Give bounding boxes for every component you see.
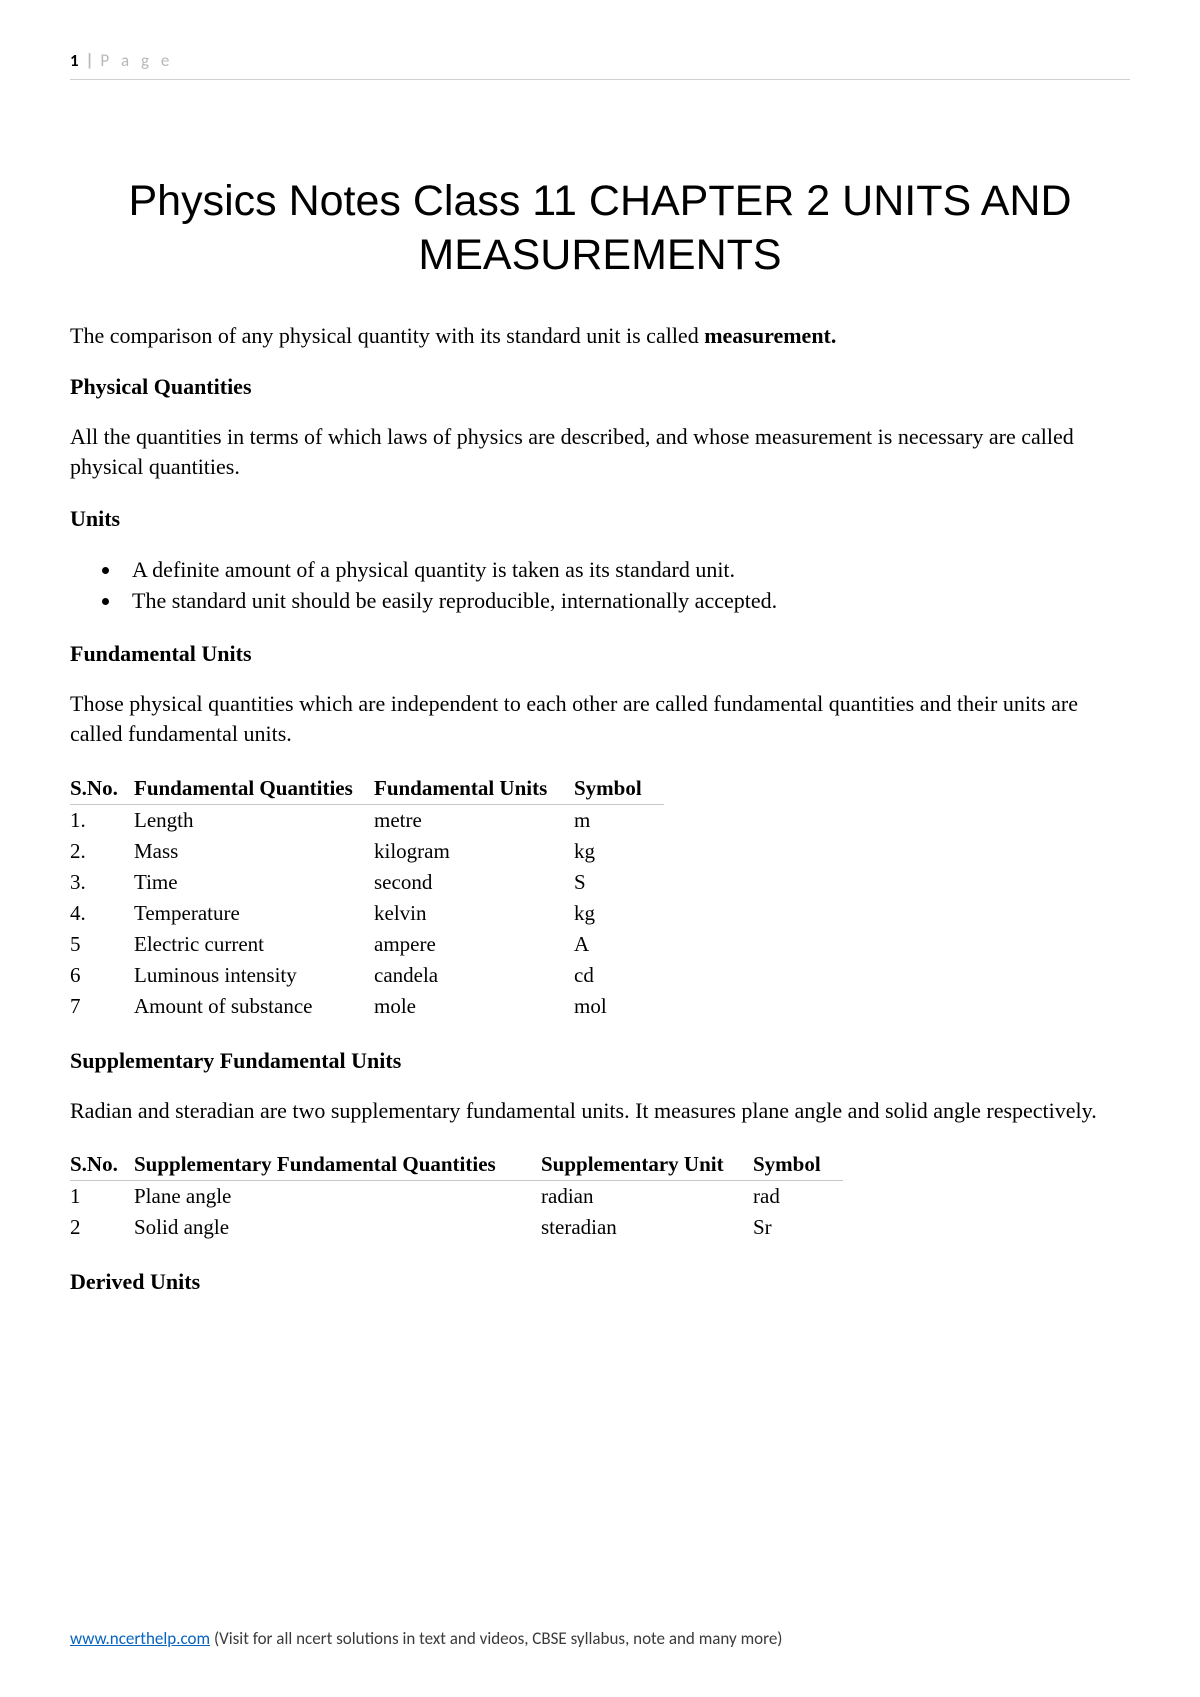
table-cell: second <box>374 867 574 898</box>
table-cell: radian <box>541 1181 753 1213</box>
fundamental-units-table: S.No. Fundamental Quantities Fundamental… <box>70 773 664 1022</box>
table-cell: A <box>574 929 664 960</box>
heading-physical-quantities: Physical Quantities <box>70 374 1130 400</box>
intro-text: The comparison of any physical quantity … <box>70 323 704 348</box>
table-cell: 7 <box>70 991 134 1022</box>
t2-col-2: Supplementary Unit <box>541 1149 753 1181</box>
t1-col-0: S.No. <box>70 773 134 805</box>
heading-derived-units: Derived Units <box>70 1269 1130 1295</box>
table-cell: kelvin <box>374 898 574 929</box>
table-cell: Plane angle <box>134 1181 541 1213</box>
table-cell: kg <box>574 836 664 867</box>
table-row: 4.Temperaturekelvinkg <box>70 898 664 929</box>
table-cell: m <box>574 804 664 836</box>
table-header-row: S.No. Supplementary Fundamental Quantiti… <box>70 1149 843 1181</box>
table-cell: Electric current <box>134 929 374 960</box>
table-cell: Time <box>134 867 374 898</box>
table-cell: 1 <box>70 1181 134 1213</box>
footer-tail: (Visit for all ncert solutions in text a… <box>210 1628 782 1649</box>
table-cell: Length <box>134 804 374 836</box>
heading-units: Units <box>70 506 1130 532</box>
t1-col-3: Symbol <box>574 773 664 805</box>
table-cell: Solid angle <box>134 1212 541 1243</box>
table-cell: mol <box>574 991 664 1022</box>
body-supplementary: Radian and steradian are two supplementa… <box>70 1096 1130 1126</box>
table-cell: kg <box>574 898 664 929</box>
table-row: 1.Lengthmetrem <box>70 804 664 836</box>
body-fundamental-units: Those physical quantities which are inde… <box>70 689 1130 748</box>
t2-body: 1Plane angleradianrad2Solid anglesteradi… <box>70 1181 843 1244</box>
table-cell: 5 <box>70 929 134 960</box>
supplementary-units-table: S.No. Supplementary Fundamental Quantiti… <box>70 1149 843 1243</box>
t1-body: 1.Lengthmetrem2.Masskilogramkg3.Timeseco… <box>70 804 664 1022</box>
table-row: 2.Masskilogramkg <box>70 836 664 867</box>
table-cell: metre <box>374 804 574 836</box>
table-row: 7Amount of substancemolemol <box>70 991 664 1022</box>
table-cell: ampere <box>374 929 574 960</box>
table-cell: cd <box>574 960 664 991</box>
t1-col-2: Fundamental Units <box>374 773 574 805</box>
table-cell: 2. <box>70 836 134 867</box>
table-cell: 2 <box>70 1212 134 1243</box>
page-title: Physics Notes Class 11 CHAPTER 2 UNITS A… <box>70 175 1130 283</box>
page-header: 1 | P a g e <box>70 50 1130 80</box>
table-cell: Temperature <box>134 898 374 929</box>
table-row: 1Plane angleradianrad <box>70 1181 843 1213</box>
table-cell: rad <box>753 1181 843 1213</box>
page-footer: www.ncerthelp.com (Visit for all ncert s… <box>70 1628 782 1649</box>
table-cell: 1. <box>70 804 134 836</box>
table-header-row: S.No. Fundamental Quantities Fundamental… <box>70 773 664 805</box>
table-row: 6Luminous intensitycandelacd <box>70 960 664 991</box>
units-bullet-list: A definite amount of a physical quantity… <box>122 554 1130 618</box>
t2-col-0: S.No. <box>70 1149 134 1181</box>
intro-paragraph: The comparison of any physical quantity … <box>70 321 1130 351</box>
table-cell: mole <box>374 991 574 1022</box>
table-cell: S <box>574 867 664 898</box>
heading-fundamental-units: Fundamental Units <box>70 641 1130 667</box>
table-row: 2Solid anglesteradianSr <box>70 1212 843 1243</box>
page-number: 1 <box>70 50 79 71</box>
units-bullet-1: A definite amount of a physical quantity… <box>122 554 1130 586</box>
table-cell: Sr <box>753 1212 843 1243</box>
table-cell: steradian <box>541 1212 753 1243</box>
table-cell: 6 <box>70 960 134 991</box>
units-bullet-2: The standard unit should be easily repro… <box>122 585 1130 617</box>
table-cell: 4. <box>70 898 134 929</box>
intro-bold: measurement. <box>704 323 836 348</box>
table-cell: 3. <box>70 867 134 898</box>
table-row: 3.TimesecondS <box>70 867 664 898</box>
t2-col-1: Supplementary Fundamental Quantities <box>134 1149 541 1181</box>
heading-supplementary: Supplementary Fundamental Units <box>70 1048 1130 1074</box>
table-cell: candela <box>374 960 574 991</box>
t1-col-1: Fundamental Quantities <box>134 773 374 805</box>
table-cell: Mass <box>134 836 374 867</box>
body-physical-quantities: All the quantities in terms of which law… <box>70 422 1130 481</box>
page-pipe: | <box>82 50 98 71</box>
page-label: P a g e <box>100 50 173 71</box>
table-cell: Amount of substance <box>134 991 374 1022</box>
t2-col-3: Symbol <box>753 1149 843 1181</box>
table-row: 5Electric currentampereA <box>70 929 664 960</box>
table-cell: kilogram <box>374 836 574 867</box>
footer-link[interactable]: www.ncerthelp.com <box>70 1628 210 1649</box>
table-cell: Luminous intensity <box>134 960 374 991</box>
